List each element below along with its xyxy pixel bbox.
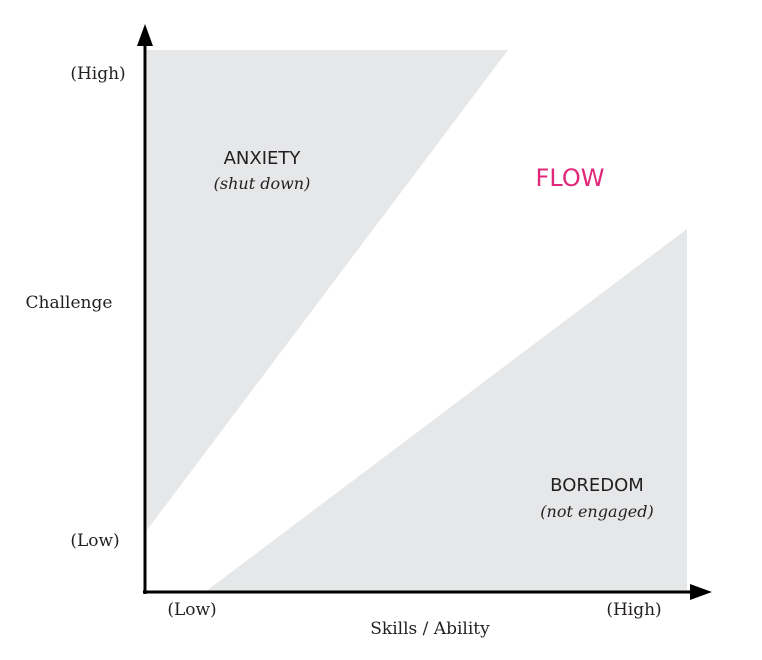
anxiety-title: ANXIETY [224, 148, 302, 169]
y-axis-title: Challenge [26, 293, 113, 313]
boredom-zone [205, 229, 687, 592]
x-axis-high-label: (High) [606, 600, 661, 620]
anxiety-zone [147, 50, 508, 530]
x-axis-low-label: (Low) [167, 600, 216, 620]
boredom-subtitle: (not engaged) [540, 502, 653, 521]
anxiety-subtitle: (shut down) [214, 174, 311, 193]
x-axis-title: Skills / Ability [370, 619, 490, 639]
x-axis-arrowhead [690, 584, 712, 600]
y-axis-arrowhead [137, 24, 153, 46]
boredom-title: BOREDOM [550, 475, 644, 496]
y-axis-high-label: (High) [70, 64, 125, 84]
flow-title: FLOW [536, 164, 605, 192]
y-axis-low-label: (Low) [70, 531, 119, 551]
